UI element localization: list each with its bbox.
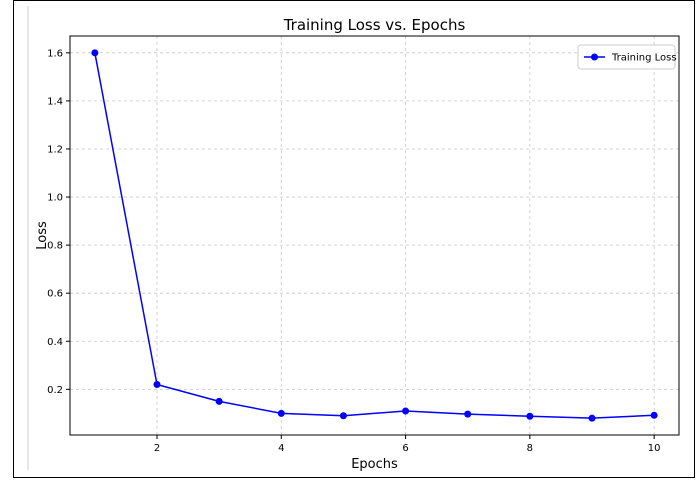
y-tick-label: 0.6 [47, 289, 63, 300]
y-tick-label: 1.2 [47, 144, 63, 155]
data-point [650, 411, 658, 419]
data-point [588, 414, 596, 422]
legend-marker-swatch [591, 53, 598, 61]
series-training-loss [91, 49, 658, 422]
legend-box [577, 44, 676, 70]
y-tick-label: 0.4 [47, 337, 63, 348]
data-point [526, 412, 534, 420]
x-tick-label: 10 [648, 443, 661, 454]
x-axis-label: Epochs [351, 457, 398, 472]
x-tick-label: 6 [402, 443, 408, 454]
data-point [215, 397, 223, 405]
data-point [339, 412, 347, 420]
y-tick-label: 1.6 [47, 48, 63, 59]
y-tick-label: 0.8 [47, 241, 63, 252]
chart-title: Training Loss vs. Epochs [283, 16, 466, 34]
legend: Training Loss [577, 44, 677, 70]
chart-frame [13, 0, 695, 478]
y-tick-label: 0.2 [47, 385, 63, 396]
data-point [153, 381, 161, 389]
y-axis-ticks: 0.2 0.4 0.6 0.8 1.0 1.2 1.4 1.6 [47, 48, 70, 396]
x-tick-label: 2 [154, 443, 160, 454]
x-tick-label: 4 [278, 443, 284, 454]
x-tick-label: 8 [527, 443, 533, 454]
y-tick-label: 1.4 [47, 96, 63, 107]
data-point [277, 409, 285, 417]
data-point [402, 407, 410, 415]
grid [70, 36, 679, 435]
x-axis-ticks: 2 4 6 8 10 [154, 435, 661, 454]
plot-area [69, 35, 680, 436]
data-point [464, 410, 472, 418]
data-point [91, 49, 99, 57]
y-tick-label: 1.0 [47, 193, 63, 204]
series-line [94, 52, 655, 419]
y-axis-label: Loss [35, 221, 50, 250]
legend-label-training-loss: Training Loss [611, 53, 677, 64]
